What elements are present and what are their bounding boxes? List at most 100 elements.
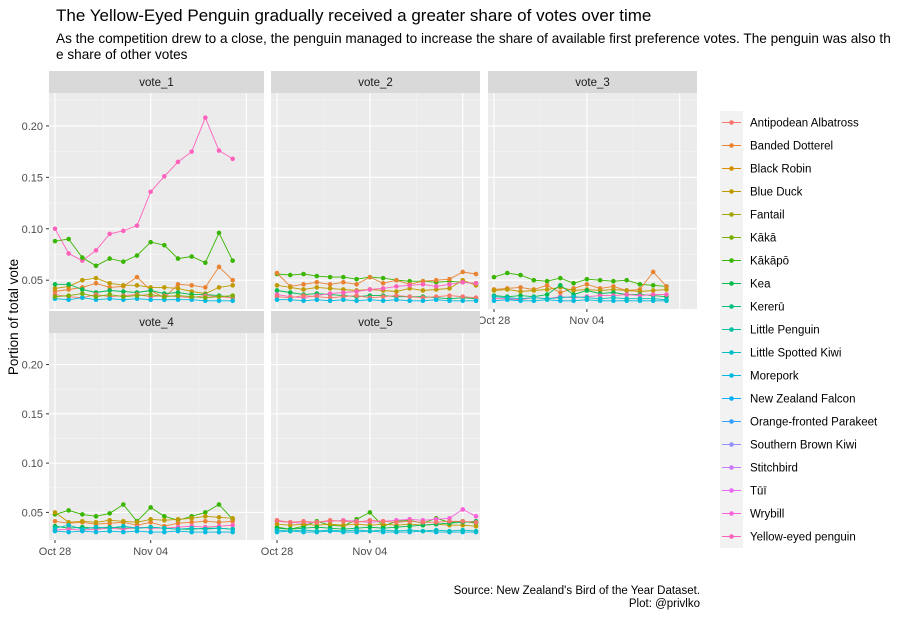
data-point [314,528,320,534]
facet-strip [488,71,697,93]
panel-background [488,93,697,309]
data-point [473,519,479,525]
legend-label: Tūī [750,486,767,498]
data-point [460,527,466,533]
data-point [287,290,293,295]
data-point [175,528,181,534]
data-point [518,289,523,294]
data-point [491,274,497,280]
data-point [380,527,386,533]
data-point [148,517,153,522]
data-point [341,518,346,524]
data-point [380,294,386,299]
data-point [394,289,399,294]
legend: Antipodean Albatross Banded Dotterel Black… [720,111,878,548]
data-point [504,270,510,276]
legend-key-point [729,235,734,240]
legend-key-point [729,396,734,401]
data-point [314,297,320,303]
facet-strip [271,311,480,333]
data-point [107,231,112,237]
data-point [287,285,293,290]
data-point [447,276,452,282]
data-point [531,277,537,283]
data-point [230,277,235,283]
legend-key-point [729,143,734,148]
data-point [66,251,71,256]
data-point [148,505,153,510]
legend-key-point [729,465,734,470]
data-point [134,253,140,258]
data-point [148,189,153,195]
data-point [216,285,222,290]
data-point [544,287,550,292]
data-point [230,516,235,521]
data-point [230,283,235,288]
data-point [216,525,222,531]
data-point [491,288,497,293]
data-point [287,528,293,534]
legend-key-point [729,350,734,355]
data-point [66,508,71,513]
data-point [531,288,537,293]
legend-key-point [729,534,734,539]
x-tick-label: Nov 04 [569,315,604,327]
data-point [216,502,222,507]
data-point [544,296,550,302]
data-point [189,525,194,531]
legend-key-point [729,373,734,378]
series-line [276,281,477,299]
data-point [367,524,373,530]
data-point [327,298,333,304]
data-point [80,255,85,260]
data-point [66,236,71,242]
data-point [230,156,235,162]
data-point [52,226,58,232]
data-point [650,296,656,302]
legend-key-point [729,511,734,516]
data-point [650,288,656,293]
data-point [407,294,412,299]
chart-subtitle: As the competition drew to a close, the … [56,31,891,62]
legend-key-point [729,189,734,194]
data-point [447,298,452,304]
data-point [274,521,280,527]
data-point [571,280,576,286]
data-point [394,293,399,298]
data-point [66,297,71,303]
data-point [274,297,280,303]
data-point [148,524,153,530]
data-point [216,529,222,535]
data-point [274,517,280,523]
data-point [189,519,194,525]
data-point [327,521,333,527]
facet-strip [271,71,480,93]
data-point [354,293,359,298]
data-point [301,287,306,292]
data-point [121,523,126,529]
data-point [571,294,576,299]
data-point [367,297,373,303]
data-point [216,515,222,520]
data-point [447,286,452,291]
data-point [274,283,280,288]
data-point [664,297,669,303]
legend-label: Kea [750,279,771,291]
data-point [558,275,563,281]
legend-label: Fantail [750,210,785,222]
data-point [473,280,479,286]
data-point [216,519,222,525]
series-line [276,520,477,530]
series-line [276,530,476,533]
data-point [216,294,222,299]
data-point [216,264,222,270]
data-point [121,529,126,535]
data-point [394,277,399,283]
data-point [203,285,208,290]
facet-label: vote_3 [575,77,610,89]
legend-label: Orange-fronted Parakeet [750,417,878,429]
data-point [162,285,167,290]
data-point [121,294,126,299]
series-line [276,295,477,299]
